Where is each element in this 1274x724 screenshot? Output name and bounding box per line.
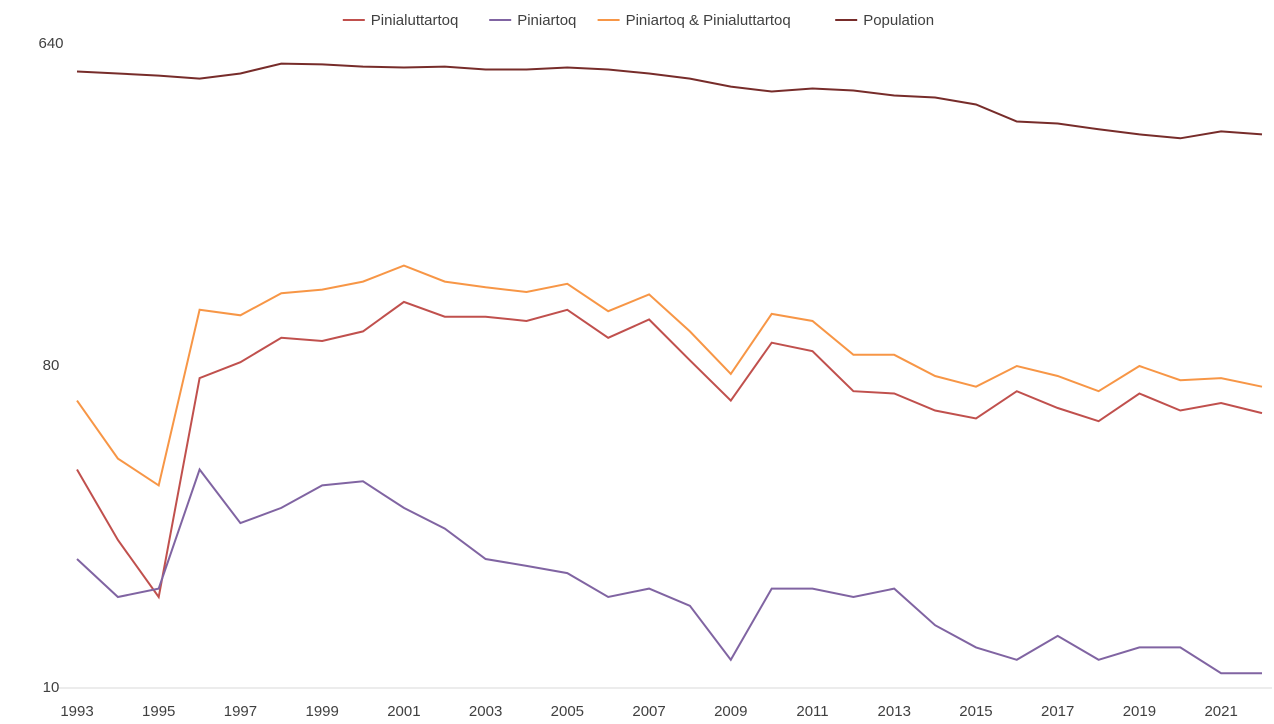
x-tick-label: 2013 [878,703,911,719]
series-line [76,264,1263,488]
x-tick-label: 2015 [959,703,992,719]
legend-label: Piniartoq [517,12,576,29]
x-tick-label: 2019 [1123,703,1156,719]
x-tick-label: 2007 [632,703,665,719]
y-tick-label: 10 [43,679,60,696]
x-tick-label: 2021 [1204,703,1237,719]
legend-item: Population [835,12,934,29]
y-tick-label: 80 [43,357,60,374]
legend-label: Piniartoq & Pinialuttartoq [626,12,791,29]
x-tick-label: 1999 [305,703,338,719]
x-tick-label: 1995 [142,703,175,719]
x-tick-label: 1993 [60,703,93,719]
y-tick-label: 640 [38,35,63,52]
x-tick-label: 2009 [714,703,747,719]
legend-item: Pinialuttartoq [342,12,459,29]
legend-item: Piniartoq & Pinialuttartoq [597,12,791,29]
x-tick-label: 2005 [551,703,584,719]
legend-label: Population [863,12,934,29]
x-tick-label: 2011 [796,703,828,719]
legend-label: Pinialuttartoq [371,12,459,29]
series-line [76,62,1263,140]
x-tick-label: 2003 [469,703,502,719]
legend: Pinialuttartoq Piniartoq Piniartoq & Pinia… [342,12,934,29]
x-tick-label: 2001 [387,703,420,719]
x-tick-label: 2017 [1041,703,1074,719]
series-line [76,467,1262,675]
legend-item: Piniartoq [489,12,576,29]
x-tick-label: 1997 [224,703,257,719]
series-line [76,300,1263,600]
